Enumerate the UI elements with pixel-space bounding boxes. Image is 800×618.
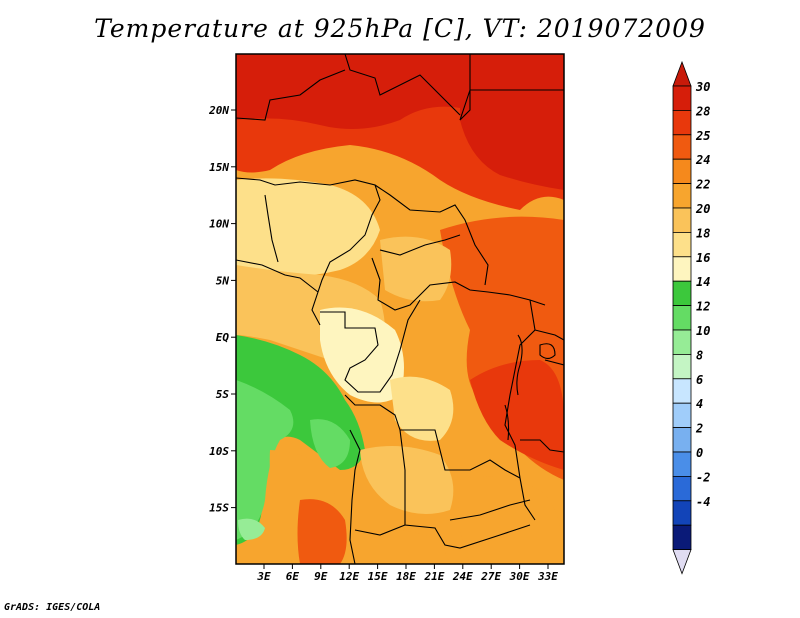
lat-tick-label: 15N (209, 161, 229, 174)
lon-tick-label: 30E (509, 570, 530, 583)
colorbar-segment (672, 305, 692, 331)
colorbar-segment (672, 183, 692, 209)
colorbar-label: -2 (696, 470, 710, 484)
colorbar-label: 4 (696, 397, 703, 411)
lon-tick-label: 6E (286, 570, 300, 583)
colorbar-segment (672, 85, 692, 111)
footer-credit: GrADS: IGES/COLA (4, 602, 101, 613)
longitude-axis: 3E 6E 9E 12E 15E 18E 21E 24E 27E 30E 33E (256, 564, 558, 583)
colorbar-label: 20 (695, 202, 710, 216)
colorbar-label: 0 (696, 446, 703, 460)
colorbar-segment (672, 134, 692, 160)
colorbar-bottom-triangle (672, 549, 692, 575)
lat-tick-label: 20N (208, 104, 229, 117)
colorbar-top-triangle (672, 60, 692, 87)
colorbar-segment (672, 110, 692, 136)
colorbar-label: 18 (696, 226, 710, 240)
colorbar-label: 2 (695, 422, 703, 436)
lat-tick-label: 10S (209, 445, 229, 458)
lon-tick-label: 24E (452, 570, 473, 583)
colorbar-label: 25 (695, 129, 710, 143)
colorbar-segment (672, 475, 692, 502)
lon-tick-label: 27E (480, 570, 501, 583)
colorbar-label: 16 (696, 251, 710, 265)
colorbar-segment (672, 207, 692, 233)
colorbar-label: 8 (696, 348, 703, 362)
colorbar-segment (672, 500, 692, 526)
colorbar-label: 24 (695, 153, 710, 167)
page-title: Temperature at 925hPa [C], VT: 201907200… (94, 14, 706, 43)
colorbar-segment (672, 427, 692, 453)
colorbar-label: 10 (696, 324, 710, 338)
colorbar-segment (672, 451, 692, 477)
colorbar-label: 28 (695, 104, 710, 118)
lat-tick-label: 5S (216, 388, 230, 401)
lat-tick-label: EQ (216, 331, 230, 344)
lat-tick-label: 10N (209, 218, 229, 231)
colorbar-label: 12 (696, 300, 710, 314)
colorbar-segment (672, 353, 692, 380)
lon-tick-label: 15E (368, 570, 388, 583)
lat-tick-label: 15S (209, 502, 229, 515)
lon-tick-label: 21E (423, 570, 444, 583)
colorbar-segment (672, 524, 692, 551)
colorbar-segment (672, 231, 692, 258)
colorbar-segment (672, 329, 692, 355)
lon-tick-label: 9E (314, 570, 328, 583)
temperature-map (235, 53, 565, 565)
lon-tick-label: 18E (396, 570, 416, 583)
colorbar-segment (672, 256, 692, 282)
colorbar-label: -4 (696, 495, 710, 509)
colorbar-label: 30 (695, 80, 710, 94)
latitude-axis: 20N 15N 10N 5N EQ 5S 10S 15S (208, 104, 236, 515)
colorbar-segment (672, 402, 692, 429)
colorbar-label: 6 (696, 373, 703, 387)
colorbar-label: 14 (696, 275, 710, 289)
lat-tick-label: 5N (216, 274, 230, 287)
colorbar-segment (672, 378, 692, 404)
colorbar-segment (672, 158, 692, 184)
lon-tick-label: 3E (256, 570, 271, 583)
colorbar-label: 22 (695, 178, 710, 192)
lon-tick-label: 12E (339, 570, 359, 583)
lon-tick-label: 33E (537, 570, 558, 583)
colorbar-segment (672, 280, 692, 307)
